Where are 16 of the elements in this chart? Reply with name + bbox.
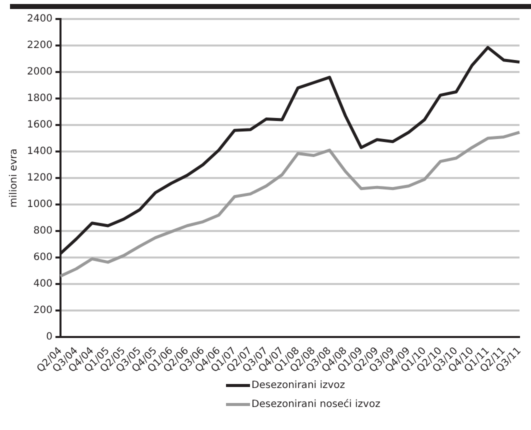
y-tick-label: 0 xyxy=(46,332,52,343)
y-tick-label: 1400 xyxy=(26,146,52,158)
y-tick-label: 400 xyxy=(33,278,52,290)
legend-label: Desezonirani izvoz xyxy=(252,380,346,391)
y-tick-label: 800 xyxy=(33,226,52,237)
y-tick-label: 600 xyxy=(33,252,52,264)
y-tick-label: 1600 xyxy=(26,120,52,131)
y-tick-label: 2400 xyxy=(26,14,52,25)
y-tick-label: 1200 xyxy=(26,172,52,184)
y-tick-label: 1000 xyxy=(26,199,52,210)
y-tick-label: 1800 xyxy=(26,93,52,104)
y-tick-label: 200 xyxy=(33,305,52,316)
y-axis-title: milioni evra xyxy=(8,148,20,208)
y-tick-label: 2000 xyxy=(26,66,52,78)
legend-label: Desezonirani noseći izvoz xyxy=(252,399,380,410)
y-tick-label: 2200 xyxy=(26,40,52,52)
